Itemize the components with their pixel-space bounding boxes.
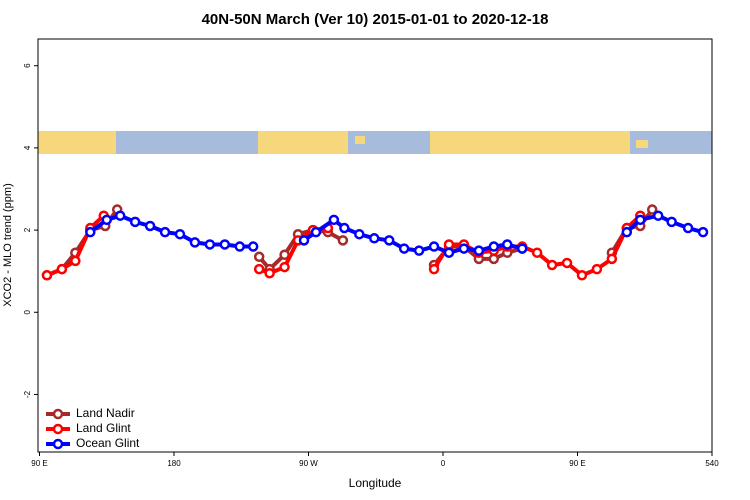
data-point <box>473 245 485 256</box>
land-band <box>430 131 630 154</box>
x-tick-label: 90 E <box>31 459 47 468</box>
data-point <box>488 253 500 265</box>
data-point <box>310 226 322 238</box>
data-point <box>101 214 112 226</box>
data-point <box>189 237 201 248</box>
data-point <box>502 239 513 250</box>
data-point <box>247 241 259 252</box>
data-point <box>70 255 81 267</box>
data-point <box>443 239 455 250</box>
data-point <box>85 226 96 238</box>
y-tick-label: 4 <box>23 145 32 150</box>
data-point <box>174 228 186 240</box>
data-point <box>369 233 380 244</box>
y-tick-label: 0 <box>23 310 32 315</box>
data-point <box>458 243 470 254</box>
data-point <box>591 263 603 275</box>
map-strip <box>38 131 712 154</box>
data-point <box>682 222 694 234</box>
data-point <box>531 247 543 258</box>
legend-label: Ocean Glint <box>76 436 140 450</box>
land-band <box>636 140 648 148</box>
data-point <box>635 214 646 226</box>
data-point <box>697 226 709 238</box>
legend-label: Land Glint <box>76 421 131 435</box>
chart-title: 40N-50N March (Ver 10) 2015-01-01 to 202… <box>202 11 549 28</box>
data-point <box>652 210 664 221</box>
data-point <box>621 226 633 238</box>
data-point <box>328 214 340 226</box>
data-point <box>159 226 171 238</box>
data-point <box>413 245 425 256</box>
land-band <box>258 131 348 154</box>
x-tick-label: 540 <box>705 459 719 468</box>
data-point <box>264 267 275 279</box>
y-axis-label: XCO2 - MLO trend (ppm) <box>2 183 14 306</box>
data-point <box>114 210 126 221</box>
data-point <box>428 241 440 252</box>
data-point <box>337 235 349 246</box>
x-tick-label: 180 <box>167 459 181 468</box>
data-point <box>41 270 53 281</box>
data-point <box>144 220 156 232</box>
data-point <box>279 261 290 273</box>
data-point <box>576 270 588 281</box>
data-point <box>546 259 558 271</box>
data-point <box>561 257 573 269</box>
data-point <box>354 228 365 240</box>
legend-marker <box>52 438 64 450</box>
data-point <box>253 263 265 275</box>
data-point <box>443 247 455 258</box>
y-tick-label: -2 <box>23 390 32 398</box>
x-axis-label: Longitude <box>349 476 402 490</box>
y-tick-label: 6 <box>23 63 32 68</box>
data-point <box>398 243 410 254</box>
data-point <box>646 204 658 215</box>
data-point <box>56 263 68 275</box>
data-point <box>516 243 528 254</box>
data-point <box>204 239 216 250</box>
land-band <box>355 136 365 144</box>
legend-marker <box>52 423 64 435</box>
land-band <box>38 131 116 154</box>
data-point <box>428 263 440 275</box>
data-point <box>253 251 265 263</box>
data-point <box>666 216 677 228</box>
data-point <box>383 235 395 246</box>
y-tick-label: 2 <box>23 227 32 232</box>
legend-marker <box>52 408 64 420</box>
x-tick-label: 90 E <box>569 459 585 468</box>
data-point <box>488 241 500 252</box>
legend-label: Land Nadir <box>76 406 135 420</box>
data-point <box>339 222 350 234</box>
data-point <box>219 239 231 250</box>
x-tick-label: 0 <box>441 459 446 468</box>
x-tick-label: 90 W <box>299 459 318 468</box>
data-point <box>234 241 246 252</box>
plot-frame <box>37 38 713 453</box>
data-point <box>129 216 141 228</box>
data-point <box>298 235 310 246</box>
data-point <box>606 253 618 265</box>
